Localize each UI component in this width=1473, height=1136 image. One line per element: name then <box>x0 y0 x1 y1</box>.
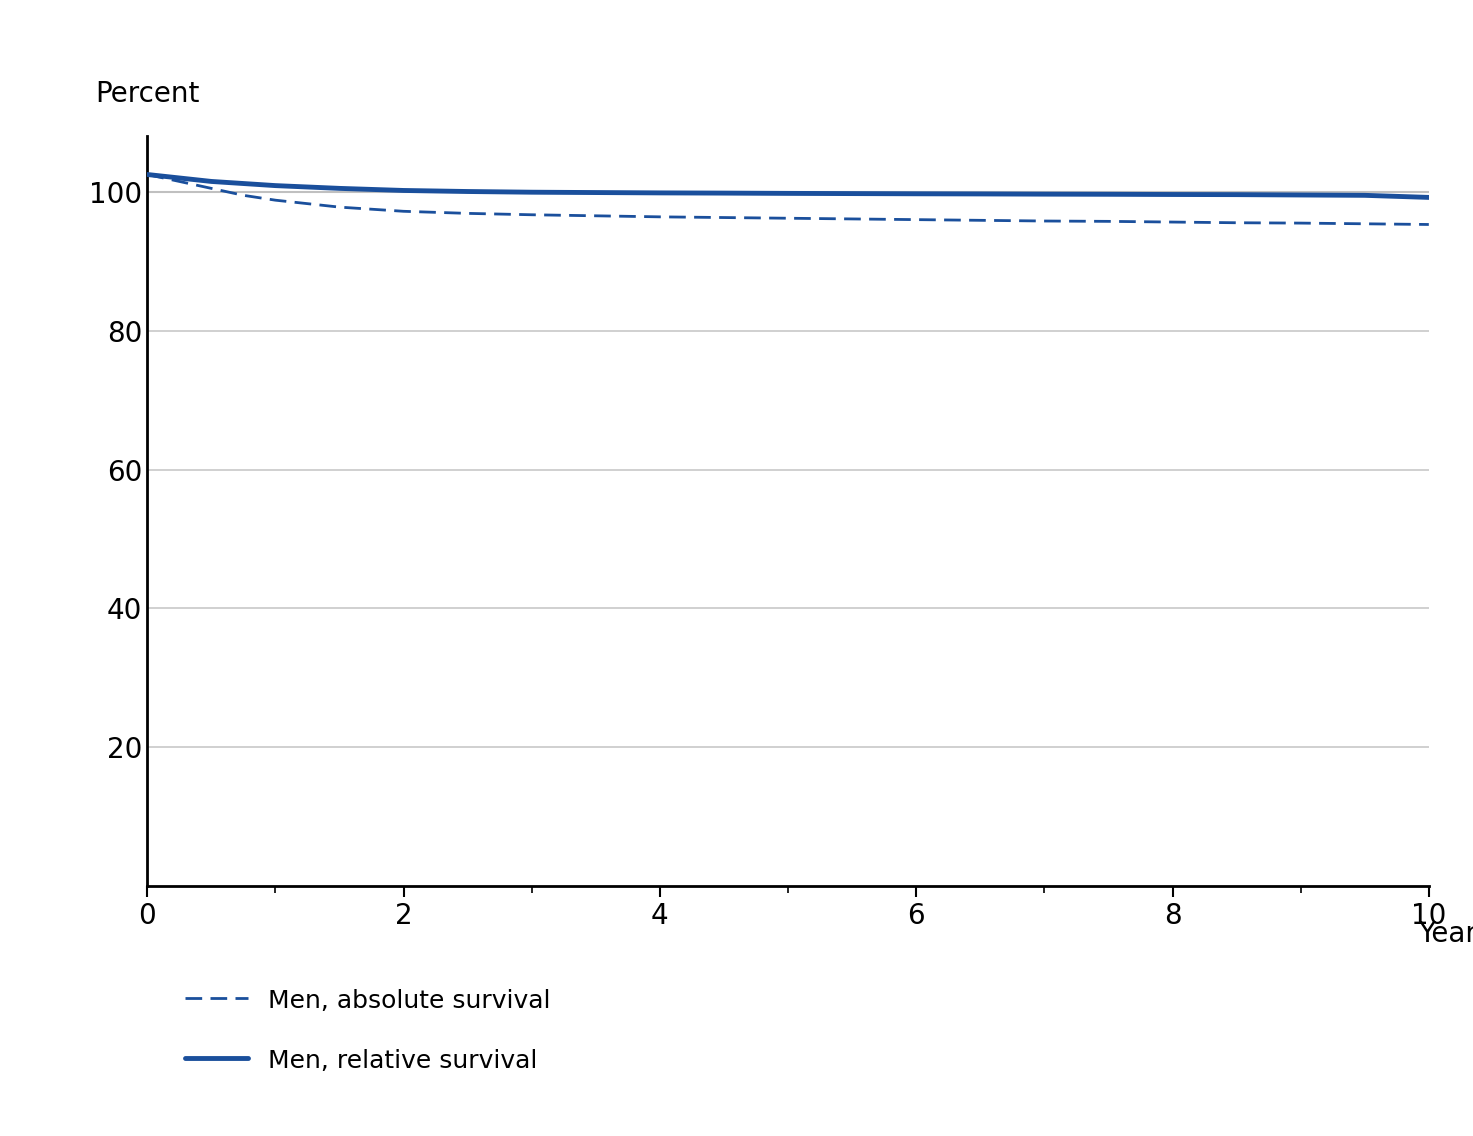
Men, relative survival <box>779 186 797 200</box>
Men, absolute survival <box>1164 215 1181 228</box>
Men, relative survival <box>171 172 189 185</box>
Line: Men, relative survival: Men, relative survival <box>147 175 1429 198</box>
Men, relative survival <box>267 178 284 192</box>
Men, relative survival <box>1227 187 1245 201</box>
Men, absolute survival <box>331 200 349 214</box>
Men, absolute survival <box>779 211 797 225</box>
Text: Percent: Percent <box>96 80 200 108</box>
Men, absolute survival <box>1036 215 1053 228</box>
Men, relative survival <box>651 186 669 200</box>
Men, absolute survival <box>1227 216 1245 229</box>
Men, relative survival <box>843 186 860 200</box>
Men, relative survival <box>523 185 541 199</box>
Men, relative survival <box>586 185 605 200</box>
Men, relative survival <box>138 168 156 182</box>
Men, relative survival <box>1164 187 1181 201</box>
Men, absolute survival <box>651 210 669 224</box>
Men, relative survival <box>460 185 477 199</box>
Legend: Men, absolute survival, Men, relative survival: Men, absolute survival, Men, relative su… <box>186 988 551 1074</box>
Men, absolute survival <box>843 212 860 226</box>
Men, absolute survival <box>586 209 605 223</box>
Men, absolute survival <box>1420 218 1438 232</box>
Men, relative survival <box>1099 187 1118 201</box>
Men, relative survival <box>1355 189 1373 202</box>
Men, relative survival <box>972 187 990 201</box>
Men, absolute survival <box>1099 215 1118 228</box>
Men, absolute survival <box>1292 216 1309 229</box>
Men, relative survival <box>1036 187 1053 201</box>
Men, absolute survival <box>907 212 925 226</box>
Men, relative survival <box>203 175 221 189</box>
Men, relative survival <box>907 187 925 201</box>
Men, absolute survival <box>972 214 990 227</box>
Men, absolute survival <box>523 208 541 222</box>
Men, relative survival <box>716 186 734 200</box>
X-axis label: Years: Years <box>1417 920 1473 947</box>
Men, absolute survival <box>716 211 734 225</box>
Men, absolute survival <box>234 189 252 202</box>
Men, absolute survival <box>1355 217 1373 231</box>
Men, absolute survival <box>460 207 477 220</box>
Line: Men, absolute survival: Men, absolute survival <box>147 175 1429 225</box>
Men, relative survival <box>1292 189 1309 202</box>
Men, relative survival <box>234 177 252 191</box>
Men, absolute survival <box>171 175 189 189</box>
Men, relative survival <box>1420 191 1438 204</box>
Men, relative survival <box>395 184 412 198</box>
Men, relative survival <box>331 182 349 195</box>
Men, absolute survival <box>138 168 156 182</box>
Men, absolute survival <box>395 204 412 218</box>
Men, absolute survival <box>267 193 284 207</box>
Men, absolute survival <box>203 182 221 195</box>
